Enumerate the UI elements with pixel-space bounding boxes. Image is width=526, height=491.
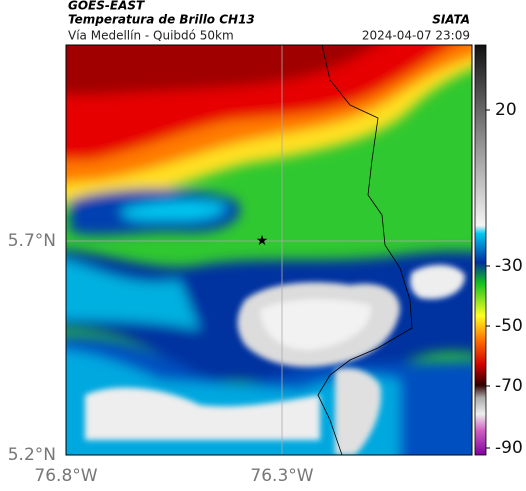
colorbar-label: -90 (495, 438, 523, 458)
org: SIATA (432, 13, 470, 27)
source: GOES-EAST (68, 0, 145, 13)
timestamp: 2024-04-07 23:09 (362, 29, 470, 43)
colorbar-label: -70 (495, 376, 523, 396)
route: Vía Medellín - Quibdó 50km (68, 29, 234, 43)
lat-label: 5.7°N (8, 231, 56, 251)
lon-label: 76.8°W (34, 466, 97, 486)
colorbar-label: -30 (495, 256, 523, 276)
title: Temperatura de Brillo CH13 (68, 13, 255, 27)
colorbar-label: -50 (495, 316, 523, 336)
location-star: ★ (256, 233, 269, 249)
lon-label: 76.3°W (250, 466, 313, 486)
colorbar-label: 20 (495, 100, 517, 120)
colorbar (474, 44, 487, 456)
satellite-image: ★ (66, 45, 472, 455)
map-frame (65, 44, 473, 456)
border (317, 45, 413, 455)
lat-label: 5.2°N (8, 445, 56, 465)
